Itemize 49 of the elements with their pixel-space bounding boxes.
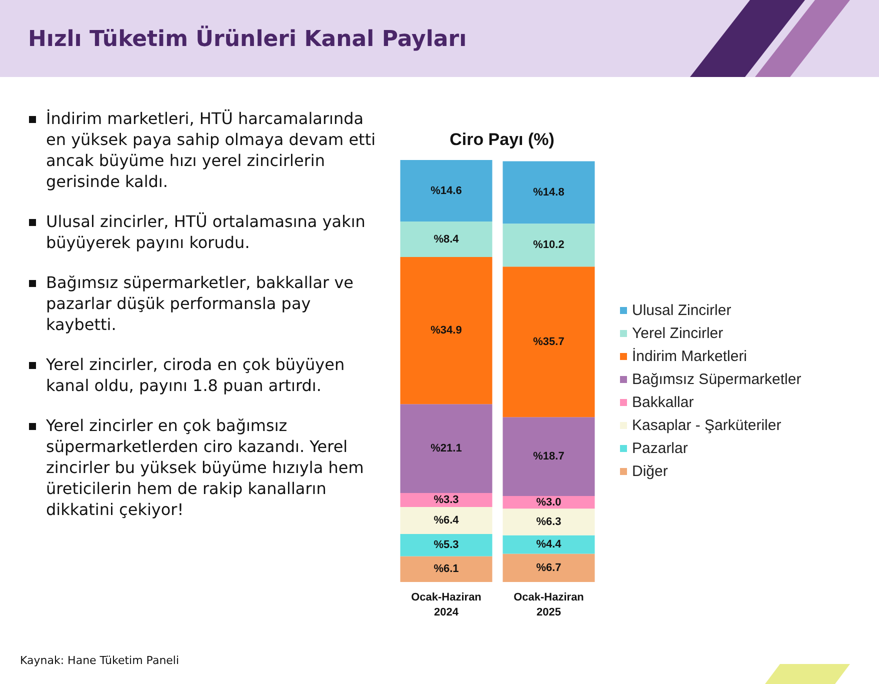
data-label: %5.3	[434, 539, 459, 552]
bar	[400, 256, 492, 404]
bar	[400, 556, 492, 582]
legend-label: Bağımsız Süpermarketler	[632, 371, 802, 388]
bar	[400, 493, 492, 507]
bar	[502, 535, 595, 554]
data-label: %14.8	[533, 186, 564, 198]
bar	[400, 506, 492, 534]
bar	[502, 161, 595, 224]
text: Bağımsız süpermarketler, bakkallar ve pazarlar düşük performansla pay kaybetti.	[46, 272, 355, 335]
legend-label: Ulusal Zincirler	[632, 302, 732, 319]
data-label: %14.6	[430, 184, 462, 197]
bar	[502, 417, 595, 496]
bar	[400, 534, 492, 556]
bar	[400, 404, 492, 494]
legend-label: Kasaplar - Şarküteriler	[632, 417, 782, 434]
legend-label: Bakkallar	[632, 394, 694, 411]
data-label: %10.2	[533, 239, 564, 252]
data-label: %6.1	[434, 563, 459, 576]
data-label: %34.9	[430, 324, 462, 337]
bar	[400, 160, 492, 222]
bar	[502, 508, 595, 536]
bar	[502, 554, 595, 582]
bar	[502, 266, 595, 418]
legend-label: İndirim Marketleri	[632, 347, 748, 365]
chart-subtitle: Ciro Payı (%)	[450, 130, 554, 149]
data-label: %4.4	[536, 538, 562, 550]
text: Yerel zincirler en çok bağımsız süpermarketlerden ciro kazandı. Yerel zincirler bu yüksek büyüme hızıyla hem üreticilerin hem de rakip kanalların dikkatini çekiyor!	[46, 415, 365, 520]
data-label: %35.7	[533, 336, 564, 348]
legend-label: Diğer	[632, 463, 668, 480]
data-label: %6.7	[536, 562, 562, 574]
legend-label: Pazarlar	[632, 440, 688, 457]
text: Ulusal zincirler, HTÜ ortalamasına yakın büyüyerek payını korudu.	[46, 211, 366, 253]
legend-label: Yerel Zincirler	[632, 325, 724, 342]
data-label: %6.3	[536, 516, 562, 528]
data-label: %21.1	[430, 442, 462, 455]
x-tick-label: Ocak-Haziran 2025	[514, 592, 584, 618]
text: Kaynak: Hane Tüketim Paneli	[20, 654, 180, 667]
data-label: %3.0	[536, 496, 562, 508]
data-label: %18.7	[533, 450, 564, 463]
bar	[502, 224, 595, 267]
text: İndirim marketleri, HTÜ harcamalarında en yüksek paya sahip olmaya devam etti ancak büyüme hızı yerel zincirlerin gerisinde kaldı.	[46, 108, 376, 192]
data-label: %3.3	[434, 494, 459, 506]
data-label: %8.4	[434, 233, 460, 246]
data-label: %6.4	[434, 514, 460, 526]
x-tick-label: Ocak-Haziran 2024	[411, 592, 482, 618]
bar	[400, 222, 492, 257]
text: Yerel zincirler, ciroda en çok büyüyen kanal oldu, payını 1.8 puan artırdı.	[46, 354, 346, 396]
chart-title: Hızlı Tüketim Ürünleri Kanal Payları	[28, 27, 467, 52]
